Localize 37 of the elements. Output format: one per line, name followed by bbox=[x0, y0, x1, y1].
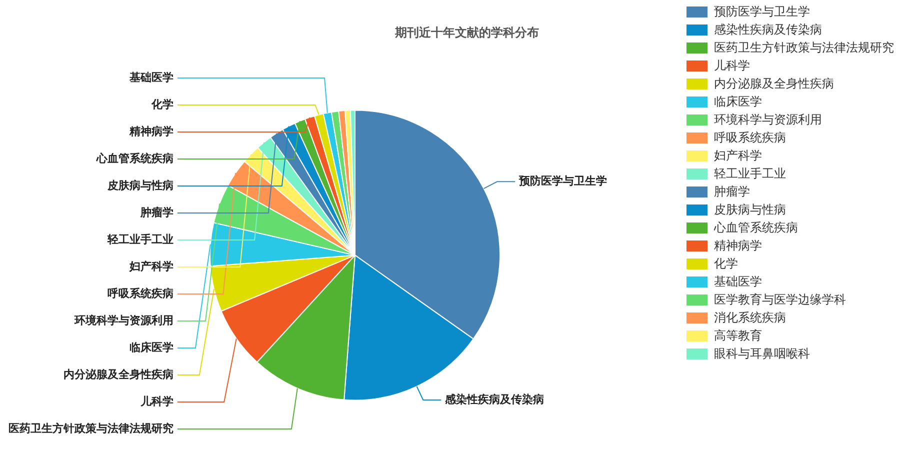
legend-label: 临床医学 bbox=[714, 94, 762, 108]
legend-label: 妇产科学 bbox=[714, 148, 762, 162]
slice-label: 妇产科学 bbox=[128, 260, 174, 274]
slice-label: 儿科学 bbox=[139, 395, 174, 408]
legend-label: 医学教育与医学边缘学科 bbox=[714, 292, 846, 306]
slice-label: 呼吸系统疾病 bbox=[107, 287, 174, 300]
slice-label: 预防医学与卫生学 bbox=[518, 174, 608, 188]
slice-label: 轻工业手工业 bbox=[106, 233, 174, 246]
slice-label: 肿瘤学 bbox=[139, 206, 174, 220]
legend-label: 皮肤病与性病 bbox=[714, 202, 786, 216]
slice-label: 内分泌腺及全身性疾病 bbox=[63, 368, 174, 382]
legend-label: 精神病学 bbox=[714, 238, 762, 252]
legend-label: 感染性疾病及传染病 bbox=[714, 22, 822, 36]
legend-label: 基础医学 bbox=[714, 274, 762, 288]
slice-label: 化学 bbox=[150, 98, 174, 112]
slice-label: 皮肤病与性病 bbox=[106, 179, 174, 192]
legend-label: 肿瘤学 bbox=[714, 184, 750, 198]
slice-label: 心血管系统疾病 bbox=[95, 152, 174, 166]
slice-label: 临床医学 bbox=[129, 341, 174, 354]
legend-label: 心血管系统疾病 bbox=[713, 220, 798, 234]
legend-label: 儿科学 bbox=[714, 58, 750, 72]
legend-label: 内分泌腺及全身性疾病 bbox=[714, 76, 834, 90]
legend-label: 预防医学与卫生学 bbox=[714, 4, 810, 18]
legend-label: 眼科与耳鼻咽喉科 bbox=[714, 346, 810, 360]
legend-label: 呼吸系统疾病 bbox=[714, 130, 786, 144]
legend-label: 消化系统疾病 bbox=[714, 310, 786, 324]
slice-label: 医药卫生方针政策与法律法规研究 bbox=[8, 422, 174, 436]
slice-label: 精神病学 bbox=[128, 125, 174, 138]
legend-label: 环境科学与资源利用 bbox=[714, 112, 822, 126]
slice-label: 基础医学 bbox=[128, 71, 174, 84]
legend-label: 轻工业手工业 bbox=[714, 166, 786, 180]
slice-label: 感染性疾病及传染病 bbox=[444, 393, 544, 406]
slice-label: 环境科学与资源利用 bbox=[73, 314, 174, 328]
legend-label: 高等教育 bbox=[714, 328, 762, 342]
legend-label: 化学 bbox=[714, 256, 738, 270]
legend-label: 医药卫生方针政策与法律法规研究 bbox=[714, 40, 894, 54]
text: 期刊近十年文献的学科分布 bbox=[394, 26, 539, 40]
